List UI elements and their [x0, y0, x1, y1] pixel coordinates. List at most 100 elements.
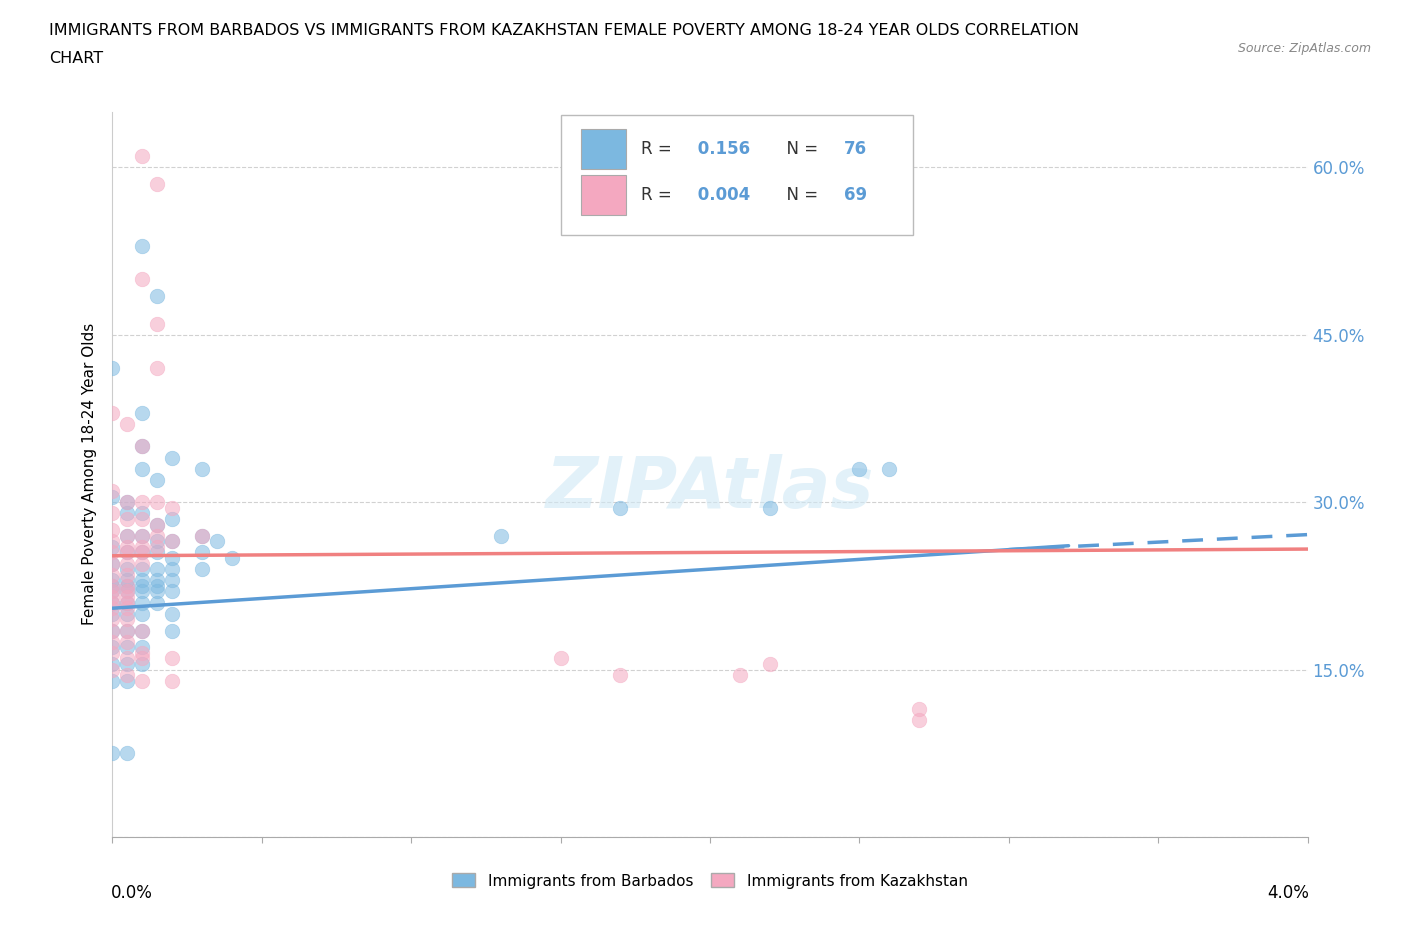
Text: R =: R =: [641, 186, 676, 204]
Point: [117, 623, 139, 638]
Point: [146, 545, 169, 560]
Point: [117, 673, 139, 688]
Point: [101, 556, 124, 571]
Point: [101, 612, 124, 627]
Point: [117, 512, 139, 526]
Point: [609, 668, 631, 683]
Point: [101, 489, 124, 504]
Point: [146, 288, 169, 303]
Point: [117, 590, 139, 604]
Point: [146, 361, 169, 376]
Point: [131, 439, 153, 454]
Point: [117, 495, 139, 510]
Point: [117, 623, 139, 638]
Point: [759, 500, 782, 515]
Point: [101, 578, 124, 593]
Point: [848, 461, 870, 476]
Point: [117, 584, 139, 599]
Point: [117, 545, 139, 560]
Point: [101, 662, 124, 677]
Point: [101, 506, 124, 521]
Point: [162, 573, 183, 588]
Point: [131, 623, 153, 638]
Point: [101, 584, 124, 599]
Point: [117, 545, 139, 560]
Point: [117, 417, 139, 432]
Point: [191, 562, 214, 577]
Point: [162, 512, 183, 526]
Point: [117, 562, 139, 577]
Point: [131, 149, 153, 164]
Point: [117, 595, 139, 610]
Point: [131, 623, 153, 638]
Point: [117, 651, 139, 666]
Point: [131, 439, 153, 454]
Point: [117, 528, 139, 543]
Point: [117, 595, 139, 610]
Point: [877, 461, 901, 476]
Point: [146, 534, 169, 549]
Point: [221, 551, 243, 565]
Point: [131, 405, 153, 420]
Point: [101, 523, 124, 538]
Point: [146, 578, 169, 593]
Point: [146, 539, 169, 554]
Point: [205, 534, 228, 549]
Point: [146, 562, 169, 577]
Point: [162, 551, 183, 565]
Point: [131, 545, 153, 560]
Point: [908, 701, 931, 716]
Point: [117, 578, 139, 593]
Point: [146, 177, 169, 192]
Point: [131, 238, 153, 253]
Point: [162, 562, 183, 577]
Text: IMMIGRANTS FROM BARBADOS VS IMMIGRANTS FROM KAZAKHSTAN FEMALE POVERTY AMONG 18-2: IMMIGRANTS FROM BARBADOS VS IMMIGRANTS F…: [49, 23, 1080, 38]
Point: [101, 573, 124, 588]
Point: [117, 578, 139, 593]
Point: [131, 645, 153, 660]
Point: [131, 528, 153, 543]
Point: [131, 545, 153, 560]
Point: [117, 606, 139, 621]
Point: [101, 595, 124, 610]
Point: [101, 673, 124, 688]
Point: [101, 634, 124, 649]
Point: [101, 567, 124, 582]
Point: [131, 584, 153, 599]
Point: [131, 595, 153, 610]
Point: [101, 746, 124, 761]
FancyBboxPatch shape: [561, 115, 914, 235]
Point: [101, 584, 124, 599]
Point: [489, 528, 512, 543]
Bar: [581, 129, 627, 169]
Text: 69: 69: [844, 186, 868, 204]
Bar: [581, 175, 627, 215]
Point: [117, 506, 139, 521]
Text: ZIPAtlas: ZIPAtlas: [546, 455, 875, 524]
Point: [117, 657, 139, 671]
Point: [101, 595, 124, 610]
Point: [101, 645, 124, 660]
Point: [131, 651, 153, 666]
Point: [131, 506, 153, 521]
Point: [117, 584, 139, 599]
Point: [131, 512, 153, 526]
Text: 0.156: 0.156: [692, 140, 751, 158]
Point: [117, 634, 139, 649]
Point: [131, 461, 153, 476]
Point: [162, 450, 183, 465]
Point: [131, 640, 153, 655]
Point: [162, 651, 183, 666]
Point: [131, 528, 153, 543]
Point: [191, 528, 214, 543]
Point: [117, 746, 139, 761]
Point: [609, 500, 631, 515]
Point: [146, 472, 169, 487]
Point: [131, 539, 153, 554]
Point: [131, 556, 153, 571]
Point: [117, 601, 139, 616]
Point: [908, 712, 931, 727]
Point: [117, 640, 139, 655]
Point: [101, 539, 124, 554]
Text: 0.004: 0.004: [692, 186, 751, 204]
